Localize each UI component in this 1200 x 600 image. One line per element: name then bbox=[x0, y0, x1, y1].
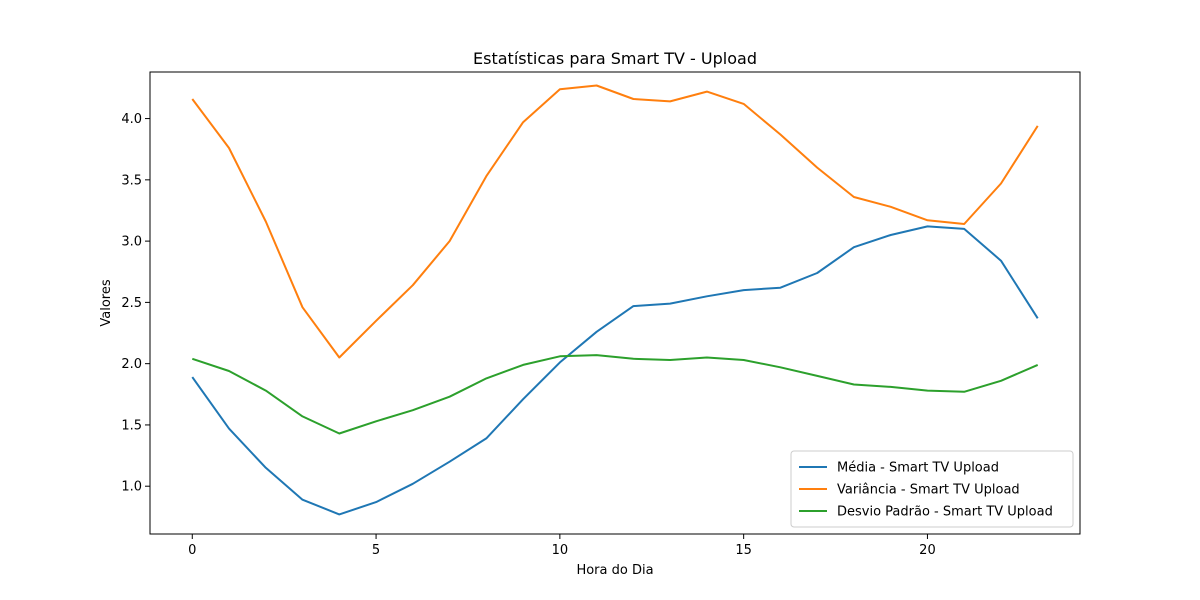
y-tick-label: 1.5 bbox=[121, 418, 142, 433]
legend-label: Variância - Smart TV Upload bbox=[837, 483, 1020, 498]
x-tick-label: 10 bbox=[552, 543, 569, 558]
x-axis: 0 5 10 15 20 bbox=[188, 534, 936, 558]
series-line-3 bbox=[191, 354, 1039, 435]
x-tick-label: 20 bbox=[919, 543, 936, 558]
y-tick-label: 2.0 bbox=[121, 357, 142, 372]
plot-frame bbox=[149, 71, 1081, 535]
y-tick-label: 2.5 bbox=[121, 296, 142, 311]
y-axis: 1.0 1.5 2.0 2.5 3.0 3.5 4.0 bbox=[121, 112, 150, 495]
x-axis-label: Hora do Dia bbox=[576, 563, 653, 578]
x-tick-label: 5 bbox=[372, 543, 380, 558]
x-tick-label: 0 bbox=[188, 543, 196, 558]
chart-title: Estatísticas para Smart TV - Upload bbox=[473, 49, 757, 68]
series-line-2 bbox=[191, 84, 1039, 359]
y-tick-label: 3.0 bbox=[121, 235, 142, 250]
legend-box bbox=[790, 450, 1074, 528]
y-tick-label: 4.0 bbox=[121, 112, 142, 127]
series-line-1 bbox=[191, 225, 1039, 516]
legend-label: Média - Smart TV Upload bbox=[837, 461, 999, 476]
legend-label: Desvio Padrão - Smart TV Upload bbox=[837, 505, 1053, 520]
legend: Média - Smart TV Upload Variância - Smart… bbox=[790, 450, 1074, 528]
y-tick-label: 1.0 bbox=[121, 480, 142, 495]
x-tick-label: 15 bbox=[735, 543, 752, 558]
y-tick-label: 3.5 bbox=[121, 173, 142, 188]
y-axis-label: Valores bbox=[99, 279, 114, 326]
series-layer bbox=[191, 84, 1039, 516]
